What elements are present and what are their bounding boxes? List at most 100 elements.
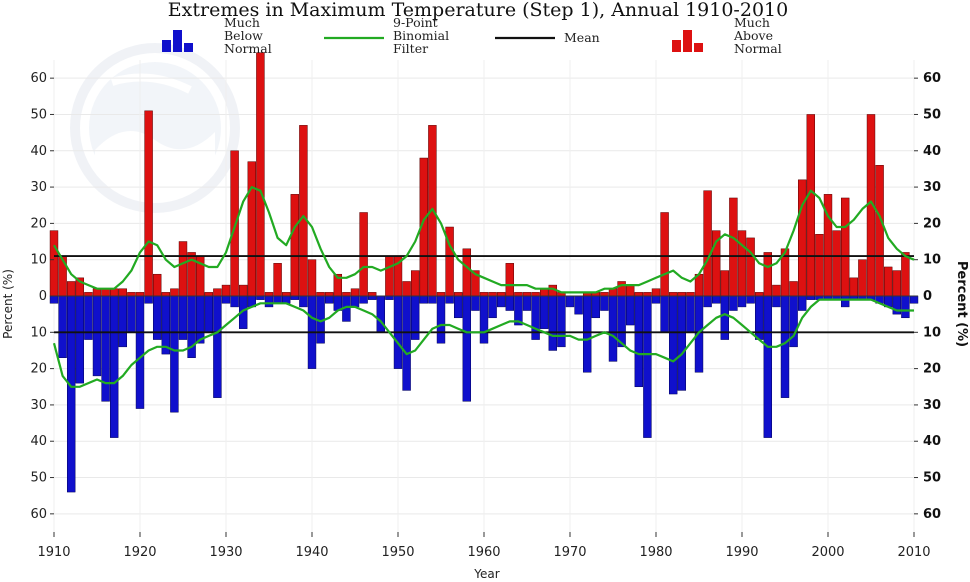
- bar-below: [385, 295, 394, 300]
- legend-bars-icon: [672, 40, 681, 52]
- bar-below: [591, 295, 601, 319]
- bar-below: [780, 295, 790, 398]
- bar-below: [58, 295, 67, 358]
- x-tick-label: 1940: [295, 545, 328, 560]
- x-tick-label: 2010: [897, 545, 930, 560]
- bar-below: [264, 295, 274, 308]
- bar-below: [367, 295, 377, 300]
- bar-below: [230, 295, 239, 308]
- bar-above: [746, 237, 755, 297]
- bar-below: [488, 295, 497, 319]
- bar-below: [75, 295, 85, 384]
- bar-above: [737, 230, 747, 297]
- legend-label: Normal: [734, 41, 782, 56]
- y-tick-label-left: 20: [30, 362, 47, 377]
- bar-below: [290, 295, 300, 300]
- bar-above: [797, 179, 807, 297]
- bar-below: [273, 295, 282, 304]
- noaa-watermark-logo: [70, 43, 240, 213]
- bar-below: [608, 295, 618, 362]
- bar-above: [436, 292, 446, 297]
- bar-above: [350, 288, 360, 297]
- bar-above: [901, 252, 910, 297]
- bar-above: [643, 292, 652, 297]
- bar-above: [660, 212, 669, 297]
- bar-below: [686, 295, 695, 333]
- bar-above: [385, 255, 394, 297]
- y-tick-label-right: 10: [923, 253, 941, 268]
- bar-below: [92, 295, 102, 377]
- bar-above: [892, 270, 902, 297]
- bar-above: [754, 292, 764, 297]
- bar-above: [883, 266, 893, 297]
- bar-above: [316, 292, 325, 297]
- bar-below: [496, 295, 506, 308]
- bar-above: [273, 263, 282, 297]
- y-tick-label-right: 50: [923, 107, 941, 122]
- bar-above: [144, 110, 153, 297]
- bar-below: [625, 295, 635, 326]
- bar-below: [806, 295, 816, 300]
- bar-below: [445, 295, 454, 304]
- y-tick-label-right: 30: [923, 398, 941, 413]
- y-tick-label-left: 50: [30, 107, 47, 122]
- bar-below: [505, 295, 515, 311]
- bar-above: [875, 165, 884, 297]
- bar-above: [281, 292, 291, 297]
- bar-below: [479, 295, 489, 344]
- bar-above: [479, 292, 489, 297]
- bar-below: [548, 295, 558, 351]
- bar-below: [127, 295, 136, 333]
- x-tick-label: 1960: [467, 545, 500, 560]
- legend-label: Much: [224, 15, 260, 30]
- bar-above: [608, 288, 618, 297]
- legend-label: 9-Point: [393, 15, 438, 30]
- bar-above: [720, 270, 730, 297]
- bar-above: [230, 150, 239, 297]
- bar-below: [703, 295, 712, 308]
- y-tick-label-right: 30: [923, 180, 941, 195]
- bar-below: [565, 295, 575, 308]
- bar-below: [668, 295, 678, 395]
- bar-above: [342, 292, 351, 297]
- bar-above: [858, 259, 867, 297]
- bar-below: [660, 295, 669, 333]
- bar-below: [453, 295, 463, 319]
- bar-below: [746, 295, 755, 304]
- bar-above: [625, 284, 635, 297]
- y-tick-label-right: 20: [923, 216, 941, 231]
- legend-label: Filter: [393, 41, 428, 56]
- y-tick-label-left: 20: [30, 216, 47, 231]
- legend-item: Mean: [495, 30, 600, 45]
- bar-below: [522, 295, 532, 311]
- x-tick-label: 1930: [209, 545, 242, 560]
- y-tick-label-left: 40: [30, 144, 47, 159]
- bar-below: [195, 295, 205, 344]
- bar-above: [161, 292, 171, 297]
- bar-below: [256, 295, 265, 300]
- y-tick-label-left: 30: [30, 398, 47, 413]
- legend-bars-icon: [184, 43, 193, 52]
- bar-above: [66, 281, 76, 297]
- bar-below: [49, 295, 59, 304]
- y-tick-label-left: 0: [39, 289, 47, 304]
- y-tick-label-right: 0: [923, 289, 932, 304]
- y-tick-label-left: 60: [30, 71, 47, 86]
- bar-above: [410, 270, 420, 297]
- bar-above: [221, 284, 231, 297]
- bar-above: [307, 259, 317, 297]
- bar-above: [256, 52, 265, 297]
- bar-above: [806, 114, 816, 297]
- legend-label: Above: [733, 28, 773, 43]
- y-axis-label-right: Percent (%): [954, 261, 969, 347]
- y-tick-label-left: 10: [30, 253, 47, 268]
- x-tick-label: 1990: [725, 545, 758, 560]
- bar-above: [135, 292, 145, 297]
- bar-above: [703, 190, 712, 297]
- bar-above: [238, 284, 248, 297]
- bar-below: [677, 295, 687, 391]
- bar-below: [428, 295, 437, 304]
